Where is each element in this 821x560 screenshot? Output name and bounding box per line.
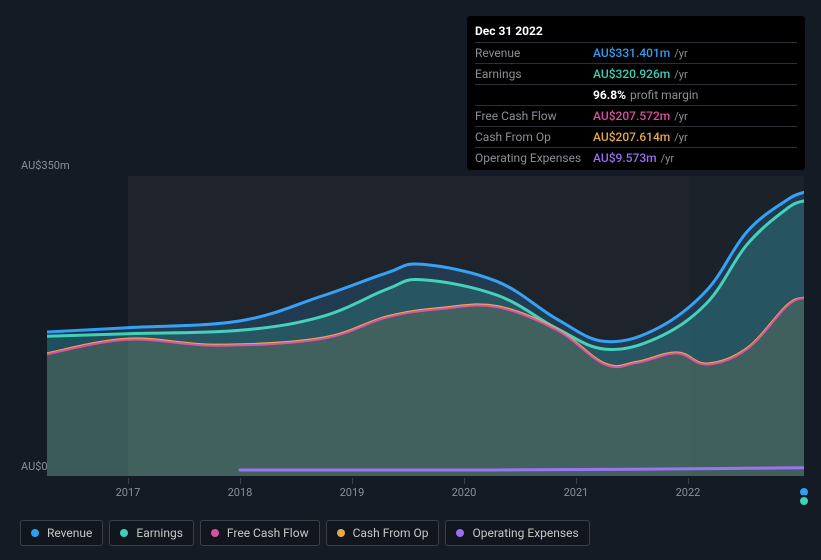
legend-swatch xyxy=(211,529,219,537)
tooltip-margin-pct: 96.8% xyxy=(593,88,626,102)
tooltip-row-value: AU$207.614m xyxy=(593,130,670,144)
chart-highlight-band xyxy=(128,176,691,476)
tooltip-date: Dec 31 2022 xyxy=(475,22,797,42)
xaxis-tick xyxy=(576,478,577,484)
tooltip-row-fcf: Free Cash Flow AU$207.572m /yr xyxy=(475,105,797,126)
tooltip-row-earnings: Earnings AU$320.926m /yr xyxy=(475,63,797,84)
chart-legend: Revenue Earnings Free Cash Flow Cash From O… xyxy=(20,520,590,546)
tooltip-row-value: AU$320.926m xyxy=(593,67,670,81)
tooltip-row-value: AU$207.572m xyxy=(593,109,670,123)
legend-item-fcf[interactable]: Free Cash Flow xyxy=(200,520,320,546)
legend-item-earnings[interactable]: Earnings xyxy=(109,520,194,546)
tooltip-row-margin: 96.8% profit margin xyxy=(475,84,797,105)
tooltip-row-unit: /yr xyxy=(674,47,687,60)
legend-label: Revenue xyxy=(47,526,92,540)
tooltip-row-label: Free Cash Flow xyxy=(475,109,593,123)
tooltip-row-unit: /yr xyxy=(674,68,687,81)
legend-item-revenue[interactable]: Revenue xyxy=(20,520,103,546)
tooltip-row-unit: /yr xyxy=(661,152,674,165)
legend-label: Earnings xyxy=(136,526,183,540)
xaxis-label: 2018 xyxy=(228,486,253,499)
tooltip-row-label: Earnings xyxy=(475,67,593,81)
tooltip-row-label: Revenue xyxy=(475,46,593,60)
yaxis-max-label: AU$350m xyxy=(21,159,70,172)
legend-swatch xyxy=(31,529,39,537)
xaxis-tick xyxy=(128,478,129,484)
tooltip-row-unit: /yr xyxy=(674,110,687,123)
xaxis-tick xyxy=(352,478,353,484)
legend-item-opex[interactable]: Operating Expenses xyxy=(445,520,589,546)
legend-label: Operating Expenses xyxy=(472,526,578,540)
tooltip-row-value: AU$9.573m xyxy=(593,151,657,165)
tooltip-row-unit: /yr xyxy=(674,131,687,144)
legend-label: Free Cash Flow xyxy=(227,526,309,540)
legend-swatch xyxy=(337,529,345,537)
tooltip-row-opex: Operating Expenses AU$9.573m /yr xyxy=(475,147,797,168)
xaxis-tick xyxy=(240,478,241,484)
xaxis-label: 2020 xyxy=(452,486,477,499)
legend-item-cash_op[interactable]: Cash From Op xyxy=(326,520,440,546)
xaxis-tick xyxy=(464,478,465,484)
legend-label: Cash From Op xyxy=(353,526,429,540)
legend-swatch xyxy=(456,529,464,537)
chart-hover-band xyxy=(691,176,804,476)
xaxis-label: 2017 xyxy=(116,486,141,499)
tooltip-row-revenue: Revenue AU$331.401m /yr xyxy=(475,42,797,63)
xaxis-label: 2022 xyxy=(676,486,701,499)
tooltip-row-label: Cash From Op xyxy=(475,130,593,144)
chart-x-axis: 2017 2018 2019 2020 2021 2022 xyxy=(47,478,804,498)
financials-area-chart: { "tooltip": { "title": "Dec 31 2022", "… xyxy=(0,0,821,560)
tooltip-row-label: Operating Expenses xyxy=(475,151,593,165)
tooltip-row-cashop: Cash From Op AU$207.614m /yr xyxy=(475,126,797,147)
xaxis-label: 2019 xyxy=(340,486,365,499)
chart-plot-area[interactable] xyxy=(47,176,804,476)
yaxis-zero-label: AU$0 xyxy=(21,460,48,473)
xaxis-label: 2021 xyxy=(564,486,589,499)
legend-swatch xyxy=(120,529,128,537)
tooltip-margin-text: profit margin xyxy=(630,88,698,102)
hover-tooltip: Dec 31 2022 Revenue AU$331.401m /yr Earn… xyxy=(467,16,805,170)
xaxis-tick xyxy=(688,478,689,484)
tooltip-row-value: AU$331.401m xyxy=(593,46,670,60)
